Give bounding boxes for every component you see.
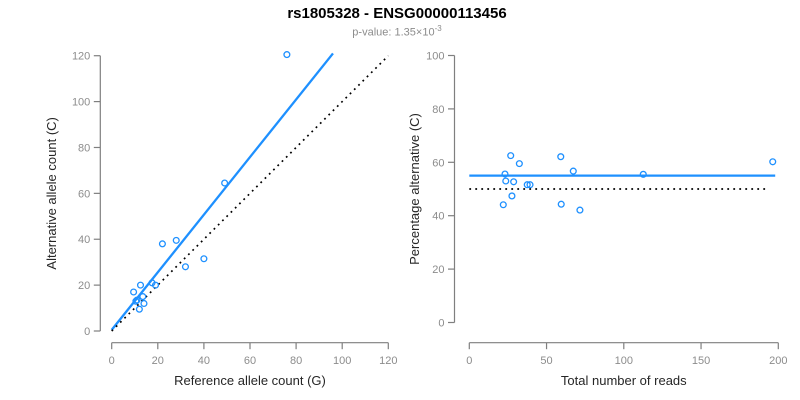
data-point <box>515 160 523 168</box>
y-tick-label: 80 <box>78 142 90 154</box>
figure-subtitle: p-value: 1.35×10-3 <box>0 24 794 39</box>
data-point <box>151 281 160 289</box>
y-tick-label: 20 <box>78 280 90 292</box>
data-point <box>576 206 584 214</box>
data-point <box>557 200 565 208</box>
data-point <box>507 152 515 160</box>
data-point <box>502 177 510 185</box>
data-point <box>132 297 140 305</box>
data-point <box>135 305 143 313</box>
x-tick-label: 60 <box>244 355 256 367</box>
x-tick-label: 40 <box>198 355 210 367</box>
x-axis-title: Total number of reads <box>561 373 687 388</box>
data-point <box>130 288 138 296</box>
y-tick-label: 20 <box>432 264 444 276</box>
x-tick-label: 20 <box>152 355 164 367</box>
y-axis-title: Percentage alternative (C) <box>407 113 422 265</box>
data-point <box>283 51 291 59</box>
data-point <box>510 178 518 186</box>
data-point <box>557 153 565 161</box>
y-tick-label: 100 <box>72 97 90 109</box>
x-tick-label: 0 <box>109 355 115 367</box>
data-point <box>140 299 148 308</box>
figure-title: rs1805328 - ENSG00000113456 <box>0 5 794 22</box>
data-point <box>172 236 180 244</box>
y-tick-label: 0 <box>438 318 444 330</box>
x-axis-title: Reference allele count (G) <box>174 373 326 388</box>
data-point <box>523 181 531 189</box>
data-point <box>158 240 166 248</box>
x-tick-label: 50 <box>540 355 552 367</box>
x-tick-label: 200 <box>769 355 787 367</box>
data-point <box>499 201 507 209</box>
percentage-scatter-panel: 0 20 40 60 80 100 0 50 100 150 200 Total number of … <box>407 51 787 389</box>
x-tick-label: 150 <box>692 355 710 367</box>
data-point <box>181 263 190 271</box>
data-point <box>569 167 577 175</box>
y-tick-label: 80 <box>432 104 444 116</box>
data-point <box>221 179 229 187</box>
identity-line <box>111 55 389 332</box>
data-point <box>526 181 534 189</box>
y-tick-label: 60 <box>78 188 90 200</box>
y-tick-label: 100 <box>426 51 444 63</box>
y-tick-label: 60 <box>432 157 444 169</box>
y-tick-label: 40 <box>432 211 444 223</box>
data-point <box>139 293 147 301</box>
y-tick-label: 0 <box>84 326 90 338</box>
y-tick-label: 120 <box>72 51 90 63</box>
allele-count-scatter-panel: 0 20 40 60 80 100 120 0 20 40 60 80 100 120 Reference … <box>44 51 397 388</box>
data-point <box>769 158 777 166</box>
pvalue-text: p-value: 1.35×10 <box>352 26 435 39</box>
figure-title-text: rs1805328 - ENSG00000113456 <box>287 5 507 22</box>
data-point <box>639 170 647 178</box>
data-point <box>508 192 516 200</box>
pvalue-exponent: -3 <box>434 24 442 33</box>
x-tick-label: 80 <box>290 355 302 367</box>
fit-line <box>110 52 334 331</box>
x-tick-label: 100 <box>615 355 633 367</box>
x-tick-label: 120 <box>379 355 397 367</box>
x-tick-label: 100 <box>333 355 351 367</box>
y-tick-label: 40 <box>78 234 90 246</box>
data-point <box>501 170 509 178</box>
data-point <box>200 255 208 263</box>
y-axis-title: Alternative allele count (C) <box>44 117 59 269</box>
data-point <box>133 296 141 304</box>
data-point <box>136 281 145 289</box>
x-tick-label: 0 <box>466 355 472 367</box>
